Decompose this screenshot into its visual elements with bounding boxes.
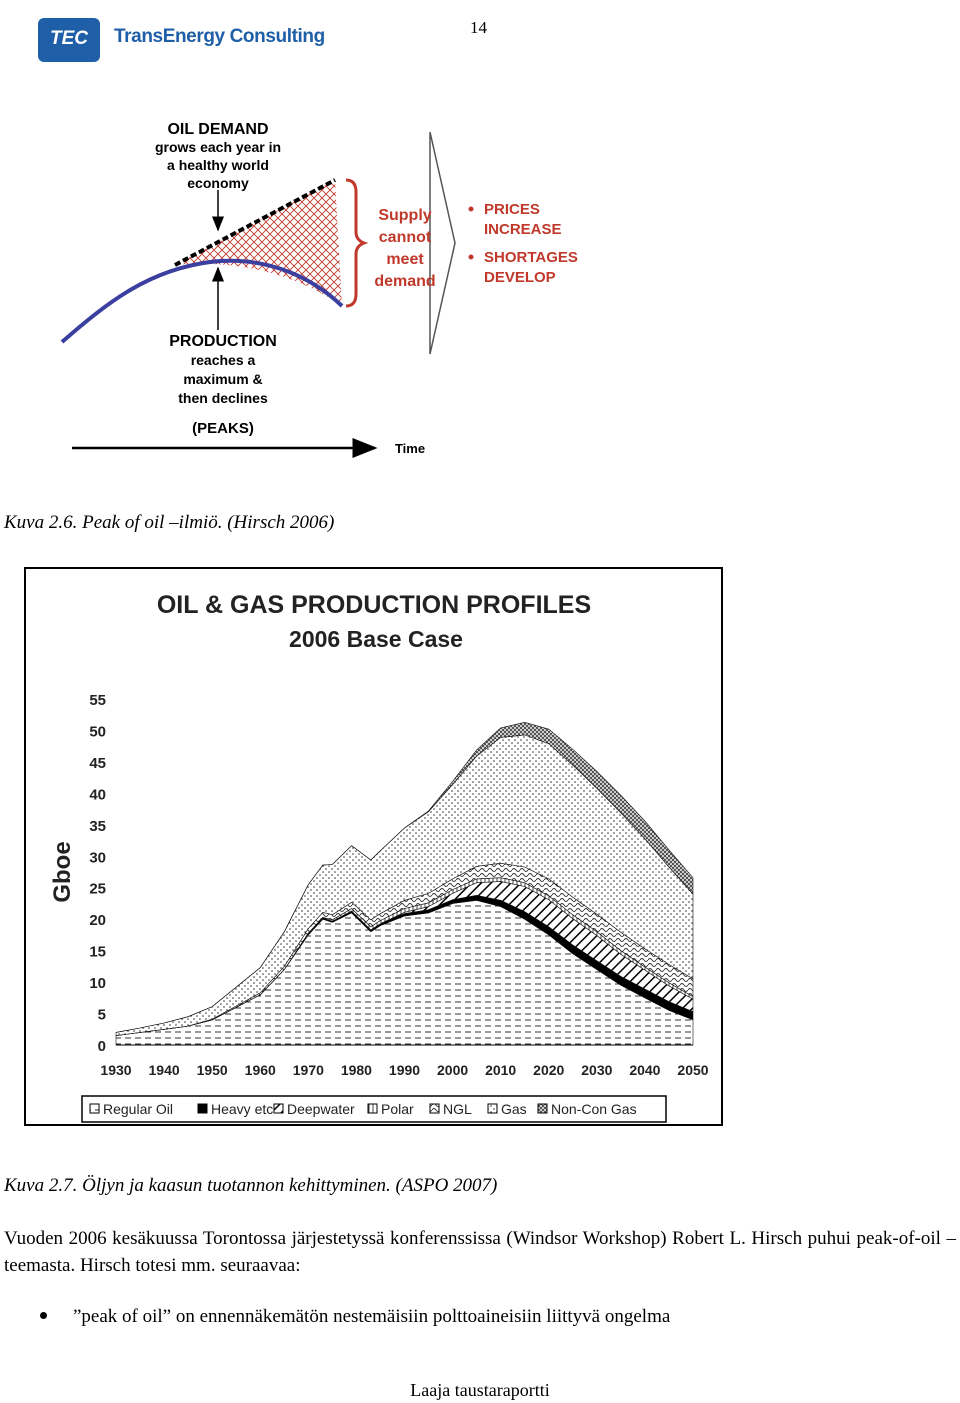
demand-line-2: a healthy world — [167, 157, 269, 173]
production-curve — [60, 258, 344, 344]
x-tick-label-3: 1950 — [197, 1062, 228, 1078]
legend-swatch-6 — [487, 1103, 498, 1114]
legend-label-6: Gas — [501, 1101, 527, 1117]
y-tick-label-2: 5 — [98, 1007, 106, 1024]
demand-line — [174, 178, 336, 267]
legend-swatch-4 — [367, 1103, 378, 1114]
demand-line-1: grows each year in — [155, 139, 281, 155]
x-tick-label-4: 1960 — [245, 1062, 276, 1078]
effect-1-line-2: INCREASE — [484, 221, 562, 238]
chart-legend: Regular Oil Heavy etc Deepwater Polar NGL Gas… — [81, 1095, 667, 1123]
y-tick-label-11: 50 — [89, 723, 106, 740]
logo-name: TransEnergy Consulting — [114, 26, 325, 47]
body-paragraph: Vuoden 2006 kesäkuussa Torontossa järjes… — [4, 1228, 956, 1276]
peak-oil-diagram: OIL DEMAND grows each year in a healthy … — [60, 121, 578, 458]
y-tick-label-8: 35 — [89, 818, 106, 835]
x-tick-label-10: 2020 — [533, 1062, 564, 1078]
effect-bullet-2 — [468, 254, 474, 260]
legend-swatch-7 — [537, 1103, 548, 1114]
x-tick-label-11: 2030 — [581, 1062, 612, 1078]
x-tick-label-9: 2010 — [485, 1062, 516, 1078]
effect-2-line-1: SHORTAGES — [484, 249, 578, 266]
legend-swatch-2 — [197, 1103, 208, 1114]
logo-mark-text: TEC — [50, 28, 88, 49]
production-line-3: then declines — [178, 390, 268, 406]
legend-label-5: NGL — [443, 1101, 472, 1117]
chart-subtitle: 2006 Base Case — [289, 626, 463, 652]
area-series-7 — [115, 721, 694, 1033]
y-tick-label-3: 10 — [89, 975, 106, 992]
legend-label-7: Non-Con Gas — [551, 1101, 637, 1117]
legend-swatch-5 — [429, 1103, 440, 1114]
y-tick-label-12: 55 — [89, 692, 106, 709]
demand-line-3: economy — [187, 175, 249, 191]
x-tick-label-7: 1990 — [389, 1062, 420, 1078]
supply-gap-area — [175, 180, 342, 306]
x-tick-label-2: 1940 — [149, 1062, 180, 1078]
legend-swatch-3 — [273, 1103, 284, 1114]
legend-label-2: Heavy etc — [211, 1101, 273, 1117]
page-number: 14 — [470, 18, 487, 37]
peaks-label: (PEAKS) — [192, 420, 254, 437]
axes: 0 5 10 15 20 25 30 35 40 45 50 55 1930 1940 1950 1960 19… — [89, 692, 708, 1078]
page-footer: Laaja taustaraportti — [410, 1380, 550, 1400]
production-line-2: maximum & — [183, 371, 262, 387]
company-logo: TEC TransEnergy Consulting — [38, 14, 325, 66]
y-tick-label-7: 30 — [89, 849, 106, 866]
bullet-list-item: ”peak of oil” on ennennäkemätön nestemäi… — [40, 1306, 670, 1328]
supply-gap-brace — [345, 178, 369, 308]
production-line-1: reaches a — [191, 352, 256, 368]
x-tick-label-12: 2040 — [629, 1062, 660, 1078]
supply-line-4: demand — [374, 273, 435, 290]
figure-caption-2-7: Kuva 2.7. Öljyn ja kaasun tuotannon kehi… — [4, 1175, 498, 1196]
effect-1-line-1: PRICES — [484, 201, 540, 218]
y-tick-label-9: 40 — [89, 786, 106, 803]
chart-title: OIL & GAS PRODUCTION PROFILES — [157, 591, 591, 619]
bullet-dot — [40, 1312, 47, 1320]
figure-caption-2-6: Kuva 2.6. Peak of oil –ilmiö. (Hirsch 20… — [4, 512, 335, 533]
legend-label-4: Polar — [381, 1101, 414, 1117]
x-tick-label-8: 2000 — [437, 1062, 468, 1078]
x-tick-label-13: 2050 — [677, 1062, 708, 1078]
chart-ylabel: Gboe — [49, 841, 76, 902]
legend-label-3: Deepwater — [287, 1101, 355, 1117]
big-result-arrow — [429, 131, 456, 355]
time-label: Time — [395, 441, 425, 456]
y-tick-label-6: 25 — [89, 881, 106, 898]
production-profiles-chart: OIL & GAS PRODUCTION PROFILES 2006 Base … — [24, 567, 723, 1126]
production-title: PRODUCTION — [169, 333, 277, 350]
x-tick-label-5: 1970 — [293, 1062, 324, 1078]
logo-mark: TEC — [38, 18, 100, 62]
y-tick-label-1: 0 — [98, 1038, 106, 1055]
bullet-text: ”peak of oil” on ennennäkemätön nestemäi… — [73, 1306, 671, 1327]
x-tick-label-1: 1930 — [100, 1062, 131, 1078]
demand-title: OIL DEMAND — [167, 121, 268, 138]
effect-2-line-2: DEVELOP — [484, 269, 556, 286]
legend-label-1: Regular Oil — [103, 1101, 173, 1117]
x-tick-label-6: 1980 — [341, 1062, 372, 1078]
legend-swatch-1 — [89, 1103, 100, 1114]
y-tick-label-10: 45 — [89, 755, 106, 772]
effect-bullet-1 — [468, 206, 474, 212]
y-tick-label-4: 15 — [89, 944, 106, 961]
y-tick-label-5: 20 — [89, 912, 106, 929]
supply-line-3: meet — [386, 251, 424, 268]
supply-line-2: cannot — [379, 229, 432, 246]
plot-area — [115, 721, 694, 1046]
supply-line-1: Supply — [378, 207, 431, 224]
